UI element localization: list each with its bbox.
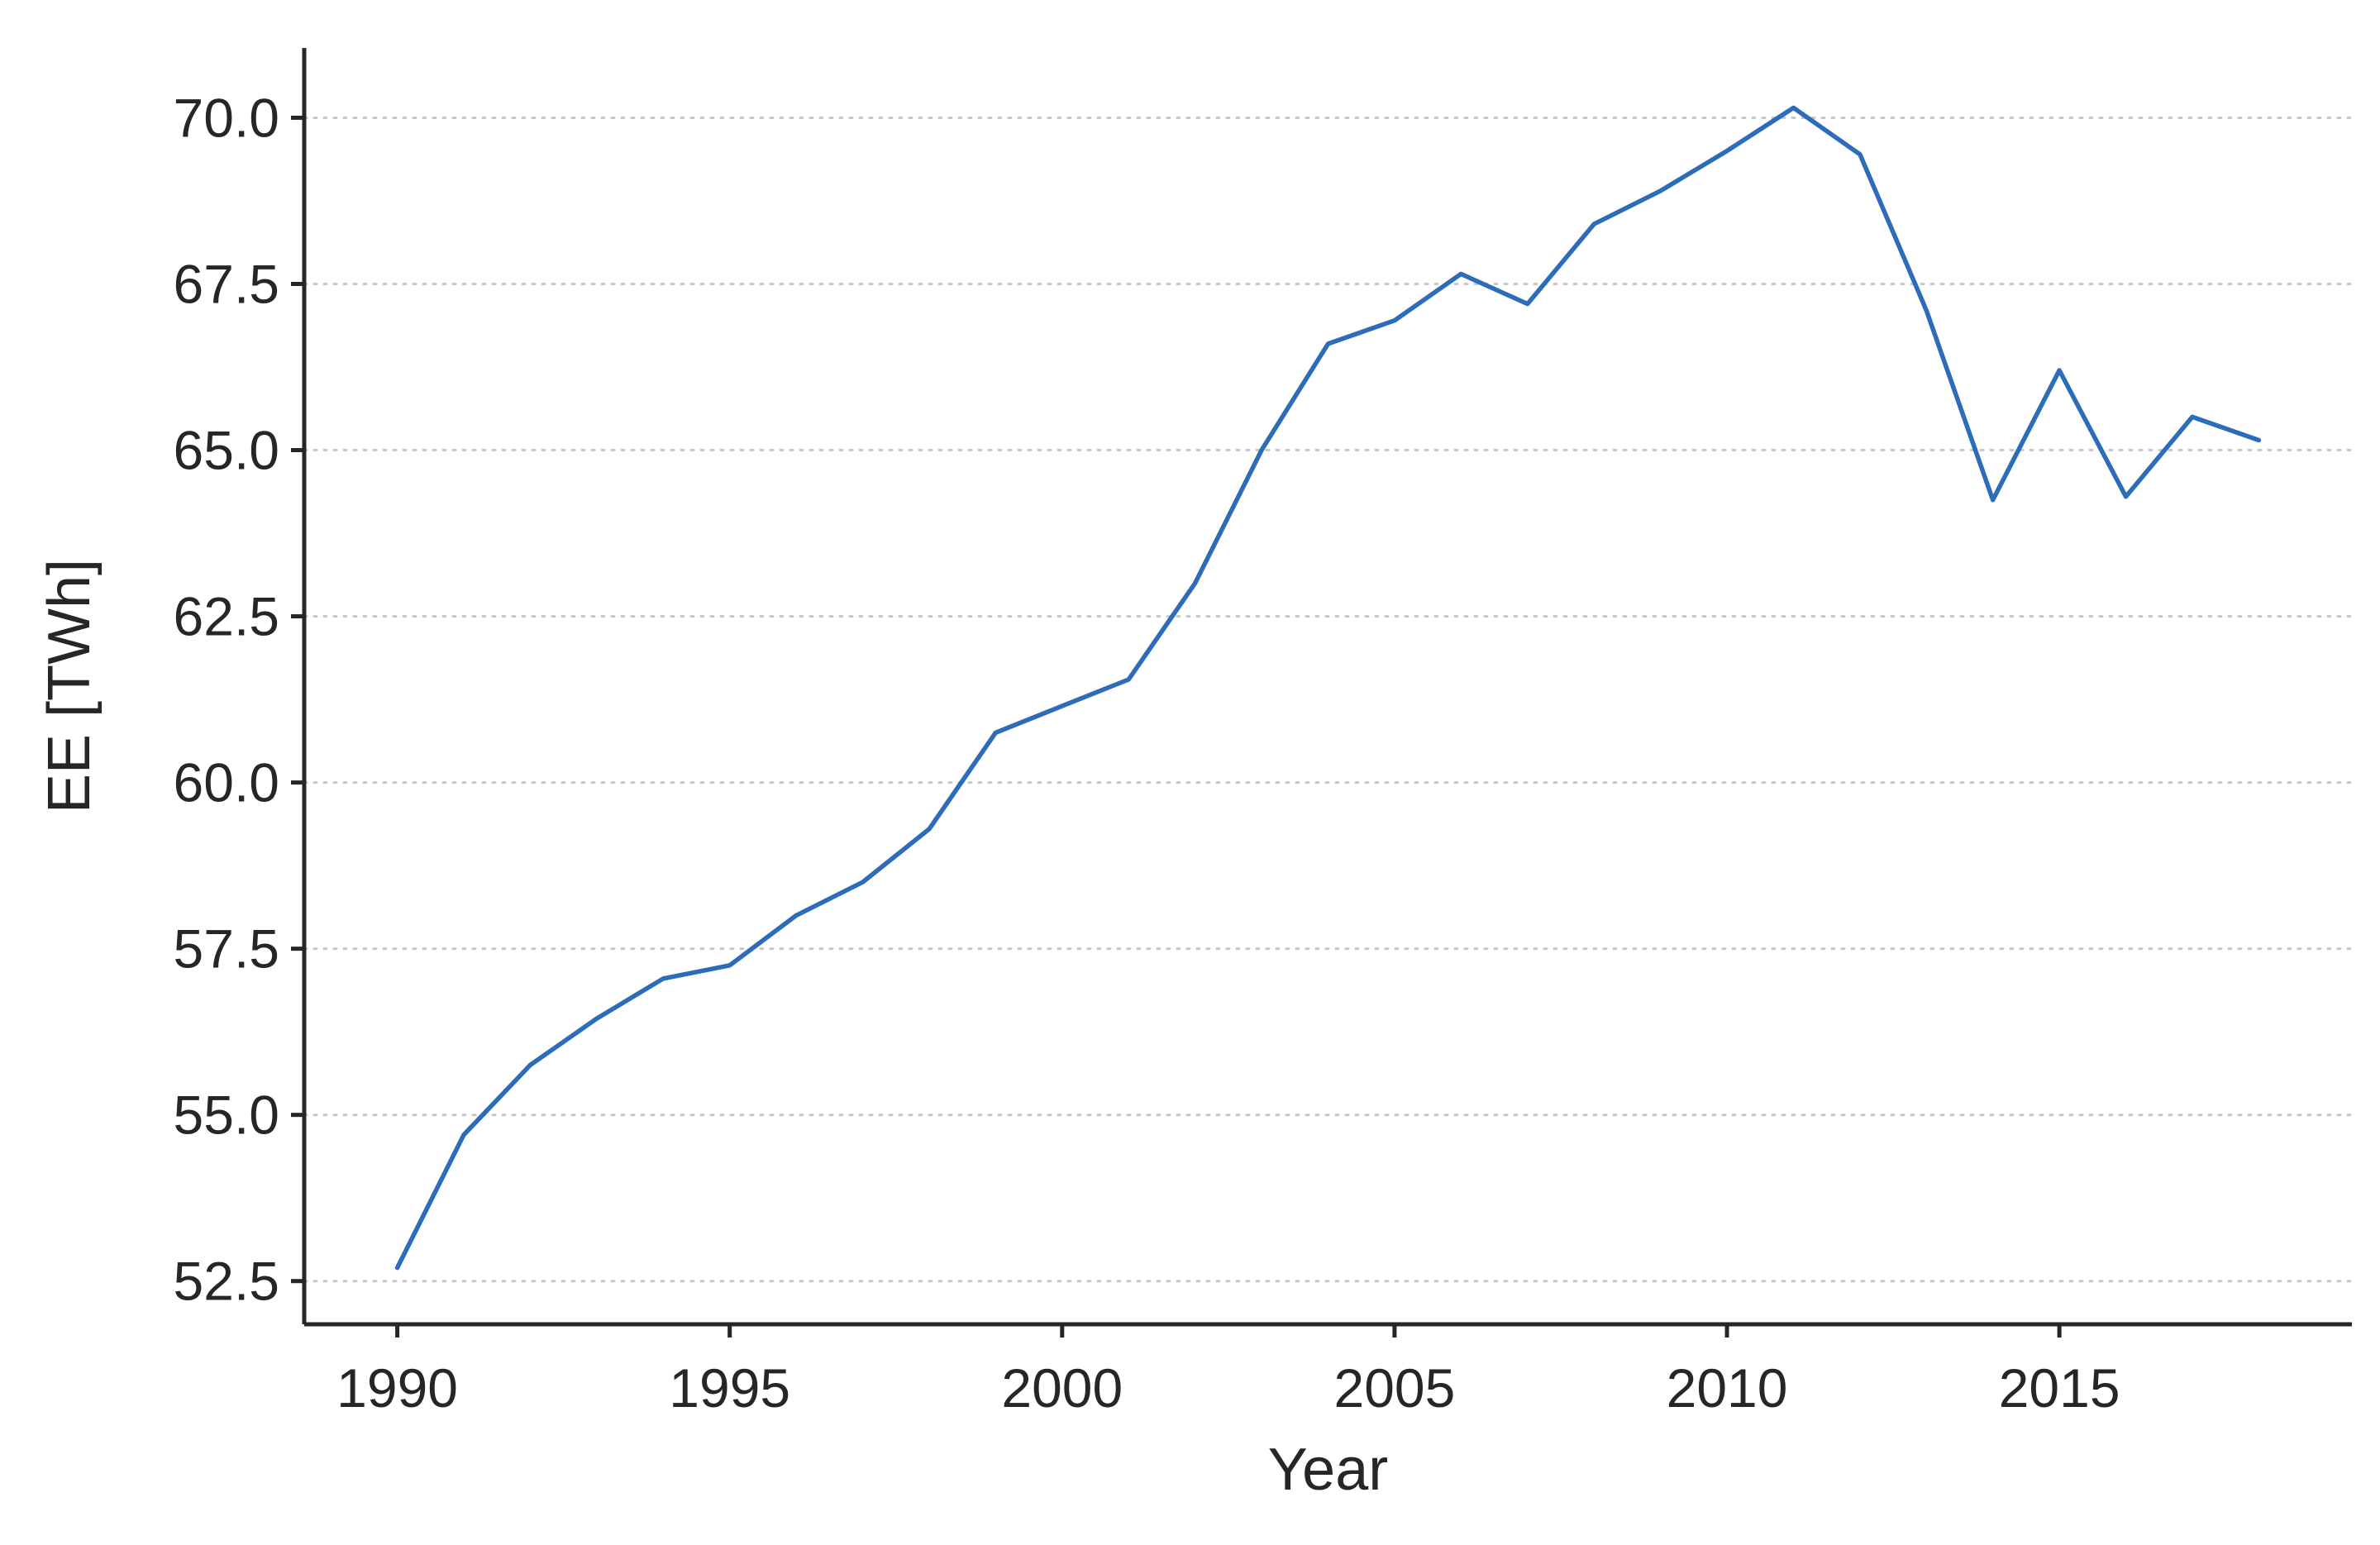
tick-marks-and-labels: 52.5 55.0 57.5 60.0 62.5 65.0 67.5 70.0 1990 1995… — [174, 87, 2120, 1419]
y-tick-label: 60.0 — [174, 752, 279, 813]
series-layer — [394, 105, 2262, 1271]
x-axis-label: Year — [1268, 1437, 1388, 1503]
y-tick-label: 65.0 — [174, 420, 279, 481]
x-tick-label: 2010 — [1667, 1357, 1788, 1419]
series-line — [394, 105, 2262, 1271]
y-tick-label: 62.5 — [174, 586, 279, 647]
gridlines — [303, 116, 2354, 1283]
x-tick-label: 2015 — [1999, 1357, 2120, 1419]
y-tick-label: 52.5 — [174, 1251, 279, 1312]
x-tick-label: 1990 — [336, 1357, 458, 1419]
x-tick-label: 2000 — [1001, 1357, 1123, 1419]
axes — [302, 48, 2352, 1327]
y-axis-label: EE [TWh] — [36, 559, 103, 813]
y-tick-label: 70.0 — [174, 87, 279, 148]
y-tick-label: 57.5 — [174, 918, 279, 980]
x-tick-label: 2005 — [1334, 1357, 1456, 1419]
y-tick-label: 55.0 — [174, 1085, 279, 1146]
x-tick-label: 1995 — [669, 1357, 790, 1419]
y-tick-label: 67.5 — [174, 253, 279, 314]
